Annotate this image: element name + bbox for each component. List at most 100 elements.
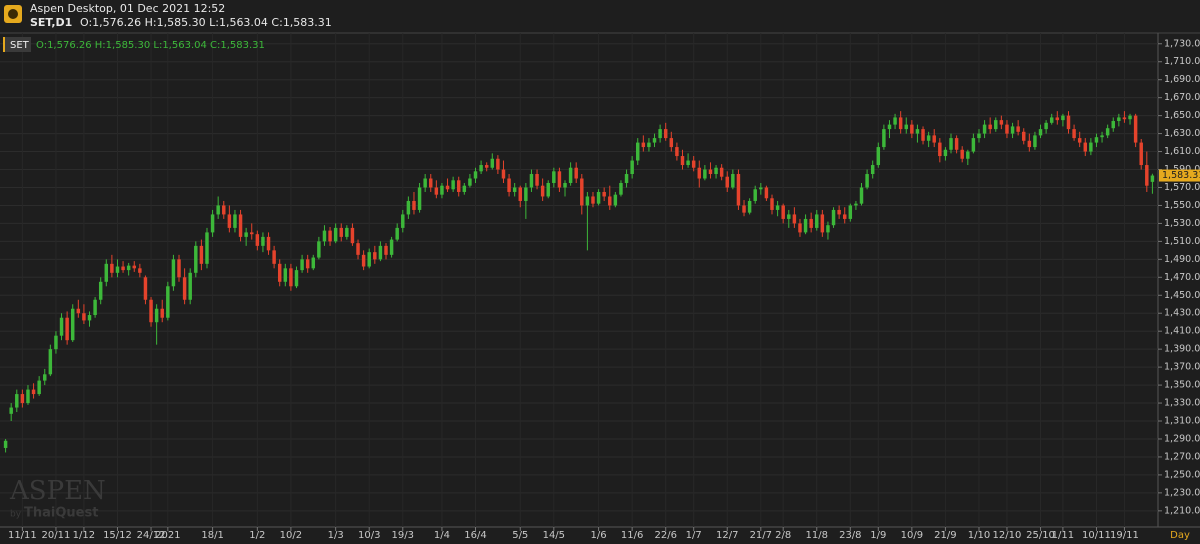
candle-body [76, 308, 81, 314]
candle-body [787, 214, 791, 219]
candle-body [367, 252, 371, 267]
candle-body [216, 205, 220, 215]
candle-body [384, 245, 388, 255]
candle-body [37, 380, 41, 395]
candle-body [1083, 142, 1088, 152]
candle-body [619, 182, 623, 195]
candle-body [798, 223, 802, 233]
candle-body [938, 142, 942, 157]
candle-body [1066, 115, 1071, 130]
candle-body [389, 239, 394, 255]
y-tick-label: 1,630.00 [1164, 128, 1200, 139]
candle-body [686, 160, 690, 166]
candle-body [350, 227, 355, 244]
candle-body [501, 169, 506, 179]
candle-body [15, 394, 19, 408]
y-tick-label: 1,210.00 [1164, 505, 1200, 516]
x-tick-label: 21/9 [934, 530, 956, 541]
x-tick-label: 19/11 [1110, 530, 1139, 541]
x-tick-label: 1/11 [1052, 530, 1074, 541]
candle-body [20, 394, 25, 404]
candle-body [149, 299, 153, 323]
candle-body [484, 165, 489, 168]
candle-body [580, 178, 584, 206]
candle-body [546, 182, 550, 197]
y-tick-label: 1,510.00 [1164, 236, 1200, 247]
candle-body [177, 259, 181, 278]
candle-body [585, 196, 590, 206]
candle-body [1072, 129, 1076, 139]
candle-body [518, 187, 522, 201]
candle-body [982, 124, 987, 134]
candle-body [1038, 129, 1043, 136]
x-tick-label: 1/3 [328, 530, 344, 541]
candle-body [826, 225, 830, 233]
y-tick-label: 1,270.00 [1164, 451, 1200, 462]
candle-body [1122, 117, 1127, 120]
candle-body [1145, 165, 1149, 186]
x-tick-label: 14/5 [543, 530, 565, 541]
y-tick-label: 1,330.00 [1164, 398, 1200, 409]
x-tick-label: 1/10 [968, 530, 990, 541]
candle-body [552, 171, 556, 183]
x-tick-label: 22/6 [654, 530, 676, 541]
y-tick-label: 1,690.00 [1164, 74, 1200, 85]
candle-body [166, 286, 170, 318]
x-tick-label: 24/12 [137, 530, 166, 541]
y-tick-label: 1,550.00 [1164, 200, 1200, 211]
candle-body [345, 227, 349, 237]
candle-body [703, 169, 707, 179]
y-tick-label: 1,230.00 [1164, 487, 1200, 498]
candle-body [423, 178, 427, 188]
candle-body [854, 203, 858, 206]
candle-body [882, 129, 886, 148]
y-tick-label: 1,530.00 [1164, 218, 1200, 229]
candle-body [1139, 142, 1143, 166]
x-tick-label: 1/4 [434, 530, 450, 541]
candle-body [401, 214, 405, 228]
candle-body [445, 185, 450, 190]
candle-body [1016, 126, 1020, 132]
candle-body [261, 236, 265, 246]
candle-body [238, 214, 243, 237]
candle-body [742, 205, 746, 213]
candle-body [93, 299, 97, 316]
candle-body [87, 315, 92, 321]
candle-body [255, 234, 260, 246]
candle-body [691, 160, 696, 168]
x-tick-label: 20/11 [42, 530, 71, 541]
candle-body [781, 205, 785, 219]
y-tick-label: 1,610.00 [1164, 146, 1200, 157]
candle-body [512, 187, 517, 192]
candle-body [865, 174, 869, 188]
candle-body [932, 135, 936, 143]
candle-body [300, 259, 304, 271]
candle-body [406, 200, 411, 215]
watermark-by: by [10, 510, 22, 520]
candle-body [977, 133, 981, 139]
axes: 1,210.00 1,230.00 1,250.00 1,270.00 1,290.00… [8, 38, 1200, 541]
header-ohlc: O:1,576.26 H:1,585.30 L:1,563.04 C:1,583… [80, 16, 332, 29]
candle-body [608, 196, 612, 206]
candle-body [764, 187, 769, 199]
candles [3, 111, 1155, 453]
y-tick-label: 1,250.00 [1164, 469, 1200, 480]
candle-body [1105, 128, 1110, 136]
candle-body [770, 198, 774, 210]
candle-body [98, 281, 103, 300]
candle-body [809, 218, 813, 228]
candle-body [831, 209, 836, 226]
candle-body [233, 214, 237, 228]
candle-body [848, 205, 853, 219]
candle-body [115, 266, 120, 273]
candle-body [182, 277, 187, 300]
candle-body [1049, 117, 1054, 123]
candle-body [697, 167, 702, 179]
candle-body [719, 167, 724, 177]
x-tick-label: 16/4 [464, 530, 486, 541]
candle-body [1005, 124, 1009, 134]
candle-body [333, 227, 338, 242]
candle-body [283, 268, 288, 282]
candle-body [568, 167, 573, 183]
candle-body [48, 349, 53, 375]
